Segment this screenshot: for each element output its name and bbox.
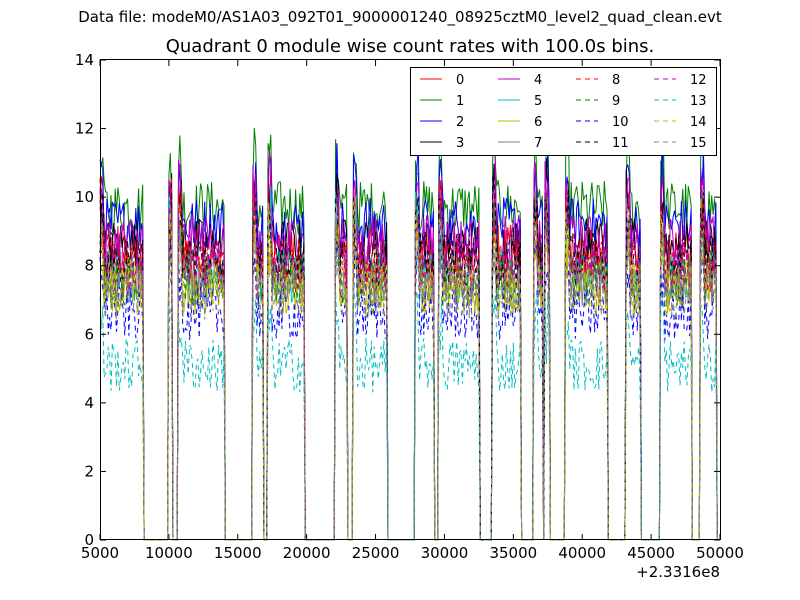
series-line-13	[99, 284, 720, 541]
y-tick-label: 12	[75, 120, 94, 138]
chart-title: Quadrant 0 module wise count rates with …	[165, 36, 655, 57]
legend-label-11: 11	[612, 136, 629, 151]
axis-ticks: 5000 10000 15000 20000 25000 30000 35000 40000 4…	[75, 51, 744, 581]
x-tick-label: 20000	[283, 544, 331, 562]
x-axis-offset-label: +2.3316e8	[636, 563, 720, 581]
y-tick-label: 0	[84, 531, 94, 549]
legend-label-5: 5	[534, 94, 542, 109]
legend-label-1: 1	[456, 94, 464, 109]
legend-label-15: 15	[690, 136, 707, 151]
x-tick-label: 5000	[81, 544, 119, 562]
legend-label-9: 9	[612, 94, 620, 109]
y-tick-label: 6	[84, 325, 94, 343]
x-tick-label: 40000	[558, 544, 606, 562]
legend-label-6: 6	[534, 115, 542, 130]
legend-label-10: 10	[612, 115, 629, 130]
y-tick-label: 14	[75, 51, 94, 69]
legend-label-12: 12	[690, 73, 707, 88]
x-tick-label: 15000	[214, 544, 262, 562]
x-tick-label: 10000	[145, 544, 193, 562]
x-tick-label: 50000	[696, 544, 744, 562]
y-tick-label: 10	[75, 188, 94, 206]
figure-suptitle: Data file: modeM0/AS1A03_092T01_90000012…	[78, 8, 722, 26]
x-tick-label: 30000	[421, 544, 469, 562]
legend-label-13: 13	[690, 94, 707, 109]
legend-box	[410, 67, 717, 156]
legend-label-2: 2	[456, 115, 464, 130]
legend-label-14: 14	[690, 115, 707, 130]
series-lines	[99, 116, 720, 541]
x-tick-label: 45000	[627, 544, 675, 562]
x-tick-label: 25000	[352, 544, 400, 562]
legend-label-0: 0	[456, 73, 464, 88]
y-tick-label: 4	[84, 394, 94, 412]
legend-label-4: 4	[534, 73, 542, 88]
legend-label-8: 8	[612, 73, 620, 88]
x-tick-label: 35000	[489, 544, 537, 562]
plot-frame	[100, 59, 721, 540]
y-tick-label: 2	[84, 462, 94, 480]
y-tick-label: 8	[84, 257, 94, 275]
legend-label-3: 3	[456, 136, 464, 151]
legend-label-7: 7	[534, 136, 542, 151]
